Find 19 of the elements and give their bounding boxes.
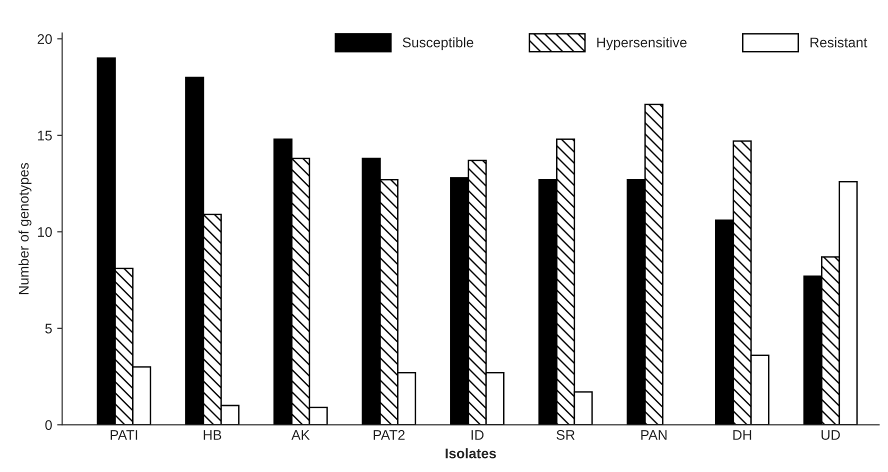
x-axis-title: Isolates: [446, 448, 496, 458]
legend-label: Hypersensitive: [597, 37, 687, 50]
x-tick-label: PAT2: [374, 430, 405, 440]
y-tick-label: 20: [38, 34, 52, 44]
y-tick-label: 0: [45, 420, 52, 430]
x-tick-label: HB: [204, 430, 222, 440]
legend-label: Resistant: [810, 37, 868, 48]
x-tick-label: ID: [472, 430, 484, 440]
y-axis-title: Number of genotypes: [18, 163, 32, 294]
x-tick-label: AK: [291, 430, 310, 440]
y-tick-label: 5: [45, 324, 52, 334]
x-tick-label: DH: [733, 430, 752, 440]
x-tick-label: PATI: [110, 430, 138, 440]
legend-label: Susceptible: [402, 37, 474, 50]
x-tick-label: SR: [556, 430, 575, 440]
y-tick-label: 10: [38, 227, 52, 237]
y-tick-label: 15: [38, 130, 52, 140]
x-tick-label: UD: [822, 430, 840, 440]
x-tick-label: PAN: [641, 430, 667, 440]
